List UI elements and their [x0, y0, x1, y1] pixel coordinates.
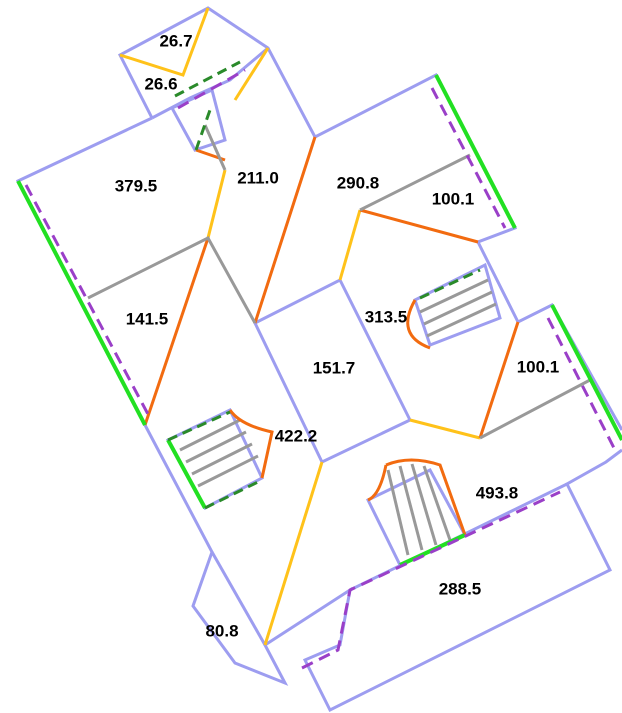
room-area: 151.7 — [313, 358, 356, 377]
room-area: 379.5 — [115, 176, 158, 195]
room-area: 26.6 — [144, 74, 177, 93]
stair-treads — [180, 280, 496, 555]
room-area: 141.5 — [126, 309, 169, 328]
room-area: 26.7 — [159, 31, 192, 50]
room-area: 100.1 — [517, 357, 560, 376]
room-area: 100.1 — [432, 189, 475, 208]
room-area: 313.5 — [365, 307, 408, 326]
room-area: 80.8 — [205, 621, 238, 640]
room-area: 290.8 — [337, 173, 380, 192]
room-area: 493.8 — [476, 483, 519, 502]
room-area: 288.5 — [439, 579, 482, 598]
floor-plan: 26.7 26.6 379.5 211.0 290.8 100.1 141.5 … — [0, 0, 622, 713]
room-area: 422.2 — [275, 426, 318, 445]
room-area: 211.0 — [237, 168, 279, 187]
